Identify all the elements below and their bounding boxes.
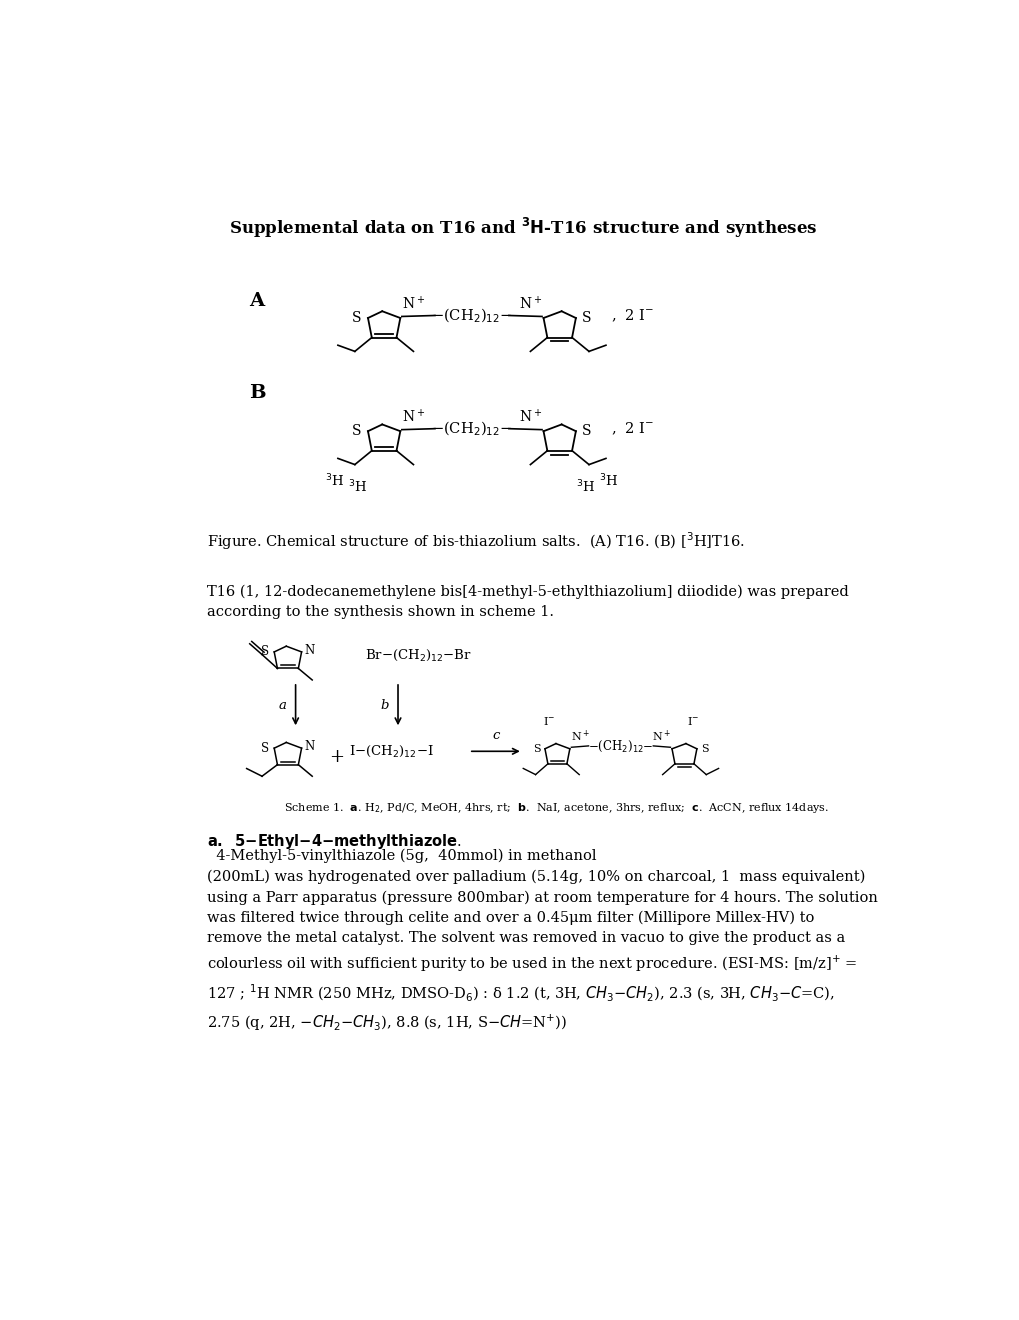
Text: c: c	[491, 729, 499, 742]
Text: N$^+$: N$^+$	[401, 294, 425, 312]
Text: $^{3}$H: $^{3}$H	[599, 473, 619, 488]
Text: N$^+$: N$^+$	[519, 408, 541, 425]
Text: S: S	[352, 312, 362, 325]
Text: +: +	[328, 747, 343, 766]
Text: Figure. Chemical structure of bis-thiazolium salts.  (A) T16. (B) [$^{3}$H]T16.: Figure. Chemical structure of bis-thiazo…	[207, 531, 745, 552]
Text: −(CH$_2$)$_{12}$−: −(CH$_2$)$_{12}$−	[588, 738, 653, 754]
Text: S: S	[261, 742, 269, 755]
Text: N$^+$: N$^+$	[651, 729, 669, 744]
Text: −(CH$_2$)$_{12}$−: −(CH$_2$)$_{12}$−	[431, 420, 512, 438]
Text: N$^+$: N$^+$	[401, 408, 425, 425]
Text: b: b	[380, 698, 388, 711]
Text: S: S	[700, 743, 707, 754]
Text: I−(CH$_2$)$_{12}$−I: I−(CH$_2$)$_{12}$−I	[350, 743, 434, 759]
Text: S: S	[352, 424, 362, 438]
Text: S: S	[261, 645, 269, 659]
Text: a: a	[278, 698, 286, 711]
Text: S: S	[582, 424, 591, 438]
Text: Scheme 1.  $\bf{a}$. H$_2$, Pd/C, MeOH, 4hrs, rt;  $\bf{b}$.  NaI, acetone, 3hrs: Scheme 1. $\bf{a}$. H$_2$, Pd/C, MeOH, 4…	[283, 801, 828, 816]
Text: N$^+$: N$^+$	[571, 729, 590, 744]
Text: $\bf{a.}$  $\bf{5{-}Ethyl{-}4{-}methylthiazole}$.: $\bf{a.}$ $\bf{5{-}Ethyl{-}4{-}methylthi…	[207, 832, 462, 851]
Text: ,  2 I$^{-}$: , 2 I$^{-}$	[610, 421, 654, 437]
Text: $^{3}$H: $^{3}$H	[576, 478, 595, 495]
Text: Supplemental data on T16 and $\mathbf{^{3}H}$-T16 structure and syntheses: Supplemental data on T16 and $\mathbf{^{…	[228, 215, 816, 240]
Text: ,  2 I$^{-}$: , 2 I$^{-}$	[610, 308, 654, 323]
Text: A: A	[250, 292, 264, 310]
Text: I$^{-}$: I$^{-}$	[542, 715, 554, 727]
Text: N: N	[305, 741, 315, 754]
Text: I$^{-}$: I$^{-}$	[687, 715, 698, 727]
Text: T16 (1, 12-dodecanemethylene bis[4-methyl-5-ethylthiazolium] diiodide) was prepa: T16 (1, 12-dodecanemethylene bis[4-methy…	[207, 585, 848, 619]
Text: N: N	[305, 644, 315, 657]
Text: N$^+$: N$^+$	[519, 294, 541, 312]
Text: $^{3}$H: $^{3}$H	[325, 473, 344, 488]
Text: −(CH$_2$)$_{12}$−: −(CH$_2$)$_{12}$−	[431, 306, 512, 325]
Text: $^{3}$H: $^{3}$H	[347, 478, 367, 495]
Text: Br−(CH$_2$)$_{12}$−Br: Br−(CH$_2$)$_{12}$−Br	[365, 647, 472, 663]
Text: S: S	[582, 312, 591, 325]
Text: B: B	[250, 384, 266, 403]
Text: 4-Methyl-5-vinylthiazole (5g,  40mmol) in methanol
(200mL) was hydrogenated over: 4-Methyl-5-vinylthiazole (5g, 40mmol) in…	[207, 849, 877, 1034]
Text: S: S	[533, 743, 541, 754]
